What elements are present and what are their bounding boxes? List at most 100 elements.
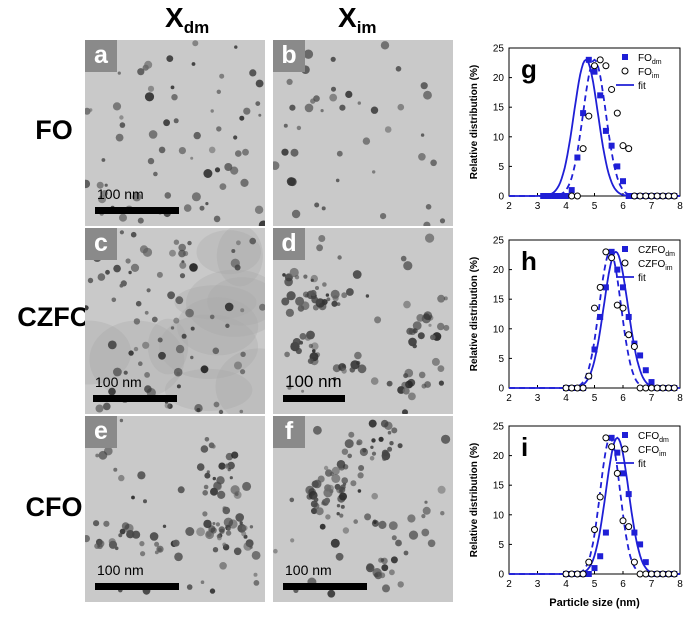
data-point-im: [636, 192, 644, 200]
y-tick-label: 5: [498, 540, 504, 551]
scale-label-f: 100 nm: [285, 562, 332, 578]
x-tick-label: 5: [592, 393, 598, 404]
tem-particles: [273, 41, 446, 226]
legend-marker-dm: [622, 432, 628, 438]
tem-particles: [85, 228, 265, 414]
data-point-im: [665, 384, 673, 392]
tem-panel-c: c 100 nm: [85, 228, 265, 414]
data-point-im: [630, 343, 638, 351]
legend-label-sub: im: [659, 451, 667, 458]
y-tick-label: 5: [498, 354, 504, 365]
data-point-dm: [642, 367, 649, 374]
data-point-dm: [608, 248, 615, 255]
data-point-im: [625, 145, 633, 153]
data-point-dm: [620, 178, 626, 185]
data-point-im: [653, 192, 661, 200]
data-point-dm: [625, 491, 632, 498]
scale-label-e: 100 nm: [97, 562, 144, 578]
data-point-dm: [608, 142, 615, 149]
distribution-chart-g: 2 3 4 5 6 7 8 0 5 10 15 20 25 Relative distribution (…: [469, 44, 683, 213]
legend-label: fit: [638, 273, 646, 284]
x-tick-label: 7: [649, 201, 655, 212]
y-tick-label: 20: [493, 265, 505, 276]
data-point-dm: [614, 163, 621, 170]
data-point-dm: [608, 434, 615, 441]
y-tick-label: 15: [493, 295, 505, 306]
panel-tag-e: e: [85, 416, 117, 448]
data-point-im: [653, 384, 661, 392]
x-tick-label: 4: [563, 579, 569, 590]
data-point-im: [579, 384, 587, 392]
legend-label-sub: dm: [665, 251, 675, 258]
tem-panel-a: a 100 nm: [85, 40, 265, 226]
data-point-im: [573, 570, 581, 578]
y-axis-label: Relative distribution (%): [469, 65, 480, 179]
data-point-dm: [551, 193, 558, 199]
legend-label: CZFOdm: [638, 245, 675, 258]
data-point-dm: [591, 346, 598, 353]
x-tick-label: 6: [620, 579, 626, 590]
legend-marker-im: [621, 259, 629, 267]
data-point-im: [613, 469, 621, 477]
data-point-im: [642, 384, 650, 392]
y-tick-label: 10: [493, 132, 505, 143]
y-axis-label: Relative distribution (%): [469, 443, 480, 557]
data-point-im: [613, 109, 621, 117]
data-point-im: [648, 384, 655, 392]
data-point-im: [630, 558, 638, 566]
data-point-dm: [648, 379, 655, 386]
x-tick-label: 6: [620, 201, 626, 212]
data-point-im: [625, 523, 633, 531]
data-point-im: [659, 384, 667, 392]
data-point-im: [579, 570, 587, 578]
panel-tag-h: h: [521, 246, 537, 276]
x-tick-label: 6: [620, 393, 626, 404]
data-point-im: [591, 526, 598, 534]
data-point-im: [568, 192, 576, 200]
data-point-im: [619, 304, 627, 312]
data-point-im: [585, 112, 593, 120]
data-point-im: [636, 384, 644, 392]
y-tick-label: 5: [498, 162, 504, 173]
legend-label: CFOdm: [638, 431, 669, 444]
fit-curve: [509, 58, 680, 197]
y-tick-label: 15: [493, 103, 505, 114]
scale-bar-d: [283, 395, 345, 402]
legend-label: fit: [638, 81, 646, 92]
scale-bar-a: [95, 207, 179, 214]
tem-panel-d: d 100 nm: [273, 228, 453, 414]
data-point-im: [642, 570, 650, 578]
row-label-czfo: CZFO: [17, 302, 91, 332]
legend-marker-im: [621, 67, 629, 75]
column-header-im: Xim: [338, 2, 377, 38]
data-point-dm: [574, 154, 581, 161]
data-point-im: [630, 192, 638, 200]
x-axis-label: Particle size (nm): [549, 597, 640, 609]
x-tick-label: 4: [563, 393, 569, 404]
row-label-cfo: CFO: [25, 492, 83, 522]
y-tick-label: 25: [493, 44, 505, 55]
scale-label-c: 100 nm: [95, 374, 142, 390]
x-tick-label: 3: [535, 579, 541, 590]
data-point-im: [670, 192, 678, 200]
column-header-dm-main: X: [165, 2, 184, 33]
data-point-im: [659, 570, 667, 578]
legend-label: FOdm: [638, 53, 662, 66]
data-point-im: [670, 384, 678, 392]
data-point-im: [665, 192, 673, 200]
data-point-im: [568, 384, 576, 392]
data-point-im: [619, 517, 627, 525]
data-point-dm: [591, 565, 598, 572]
data-point-im: [642, 192, 650, 200]
data-point-im: [579, 145, 587, 153]
distribution-chart-h: 2 3 4 5 6 7 8 0 5 10 15 20 25 Relative distribution (…: [469, 236, 683, 405]
y-tick-label: 0: [498, 570, 504, 581]
y-tick-label: 15: [493, 481, 505, 492]
data-point-im: [648, 192, 655, 200]
data-point-im: [562, 384, 570, 392]
scale-bar-c: [93, 395, 177, 402]
data-point-dm: [591, 68, 598, 75]
data-point-im: [608, 443, 616, 451]
data-point-dm: [602, 284, 609, 291]
data-point-im: [573, 384, 581, 392]
